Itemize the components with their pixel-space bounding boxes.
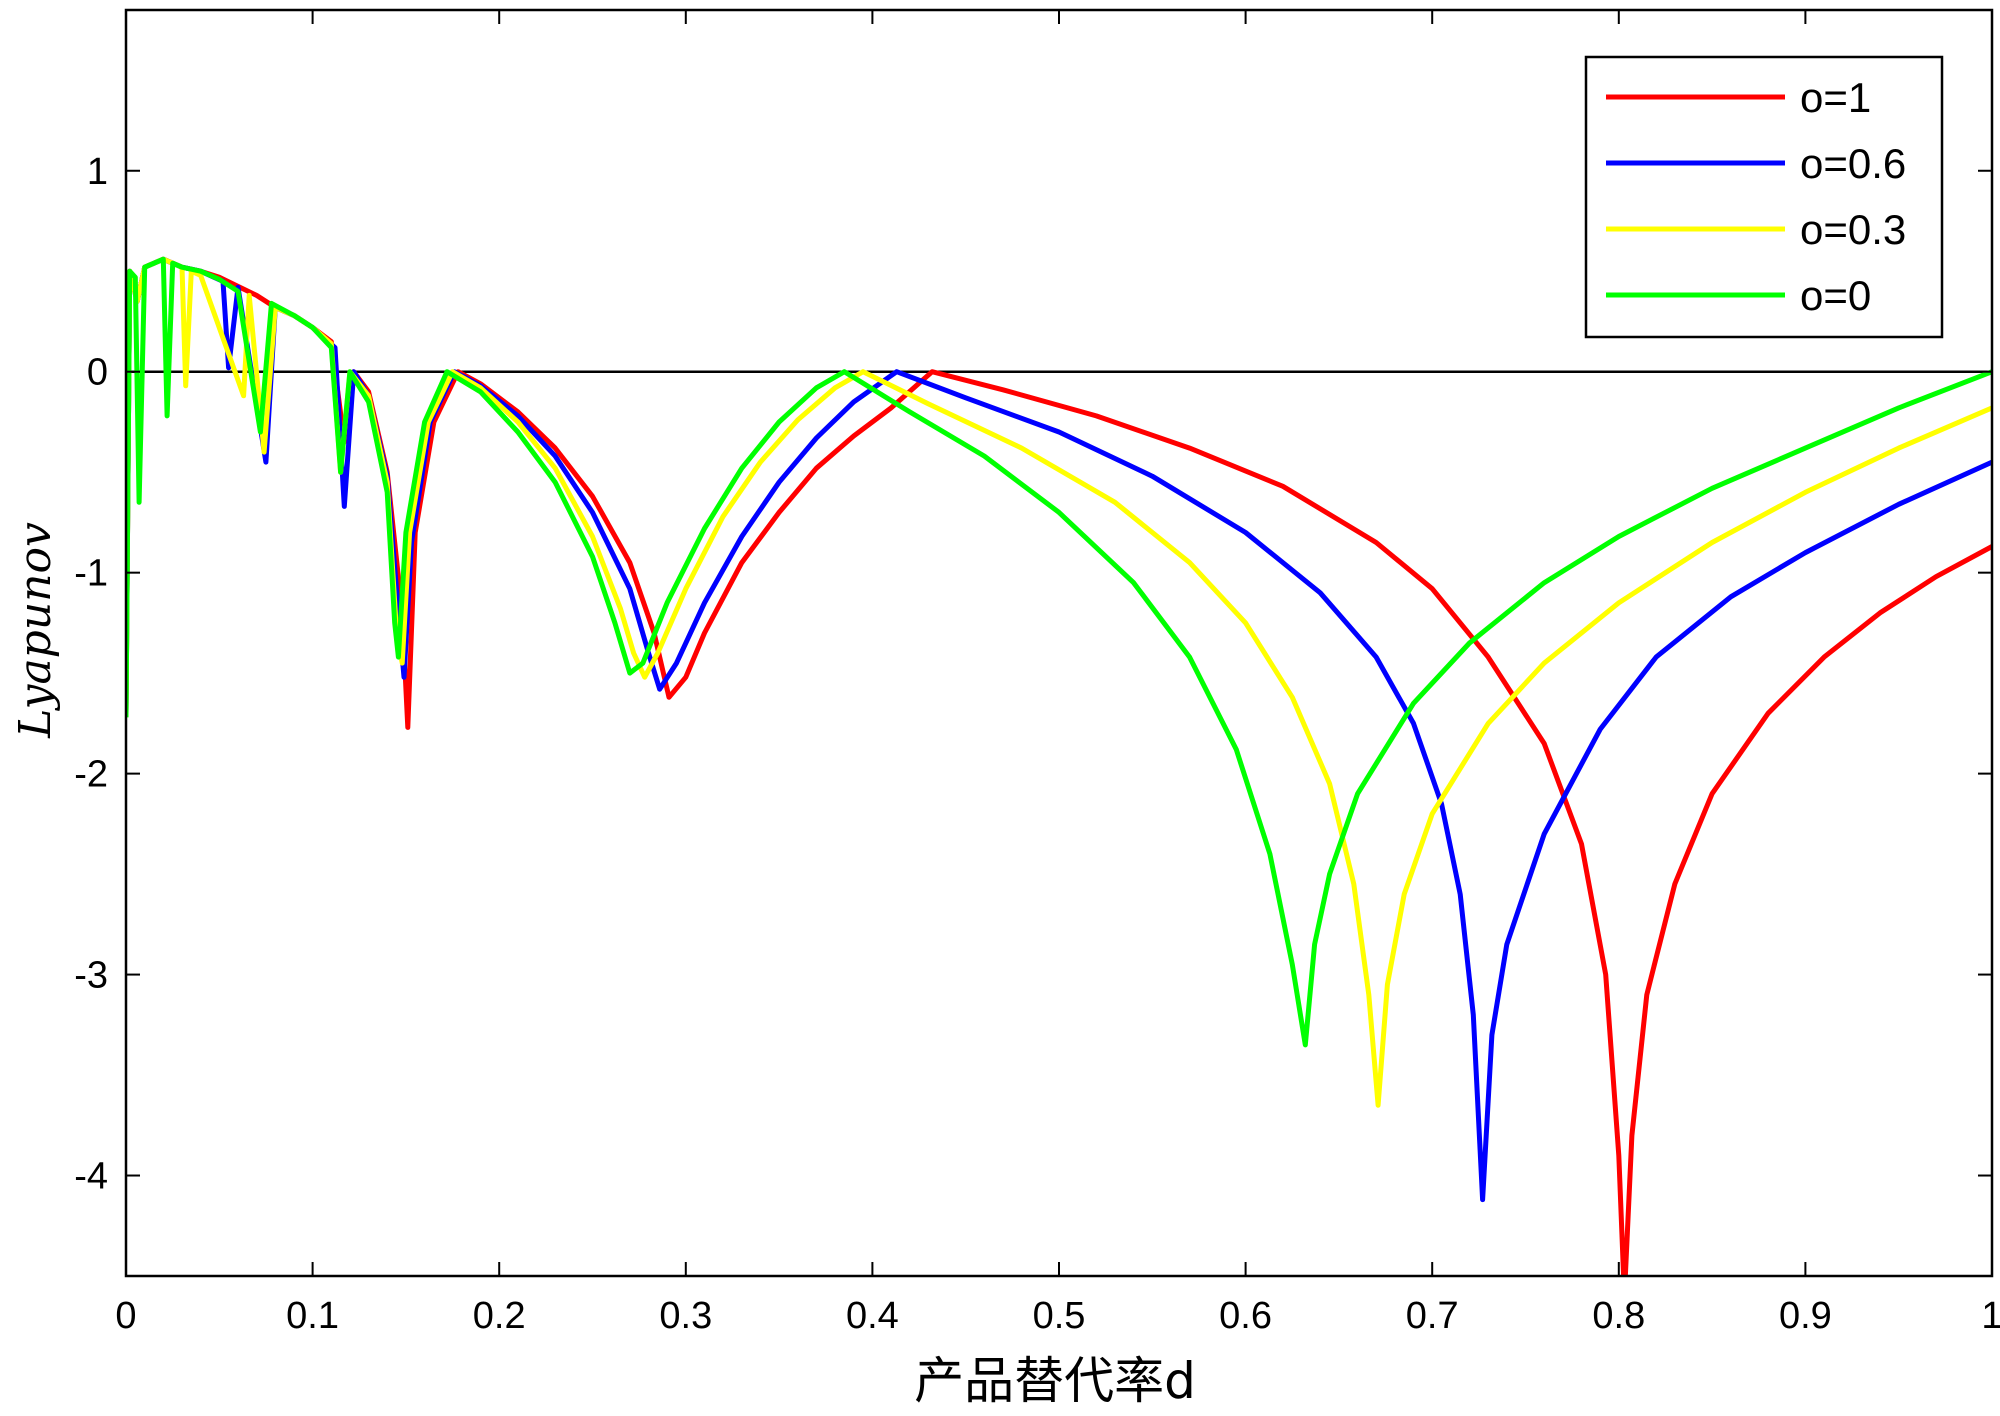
y-tick-label: -2: [74, 754, 108, 796]
y-tick-label: -4: [74, 1156, 108, 1198]
y-tick-label: -1: [74, 553, 108, 595]
y-axis-label: Lyapunov: [10, 522, 61, 739]
x-tick-label: 0.4: [846, 1295, 899, 1337]
series-layer: [126, 256, 1992, 1276]
x-tick-label: 1: [1981, 1295, 2000, 1337]
legend-item: o=0: [1606, 272, 1871, 319]
legend-box: [1584, 55, 1944, 339]
x-tick-label: 0.2: [473, 1295, 526, 1337]
x-tick-label: 0.7: [1406, 1295, 1459, 1337]
x-tick-label: 0.3: [659, 1295, 712, 1337]
x-tick-label: 0.5: [1033, 1295, 1086, 1337]
y-tick-label: 0: [87, 352, 108, 394]
legend-label: o=1: [1800, 74, 1871, 121]
x-tick-label: 0.1: [286, 1295, 339, 1337]
x-tick-labels: 0 0.1 0.2 0.3 0.4 0.5 0.6 0.7 0.8 0.9 1: [115, 1295, 2000, 1337]
legend-label: o=0: [1800, 272, 1871, 319]
series-line-3: [126, 256, 1992, 1108]
axis-ticks: [125, 10, 1993, 1276]
y-tick-label: -3: [74, 955, 108, 997]
x-tick-label: 0: [115, 1295, 136, 1337]
y-tick-labels: 1 0 -1 -2 -3 -4: [74, 151, 108, 1198]
legend-item: o=0.6: [1606, 140, 1906, 187]
series-line-4: [126, 256, 1992, 1048]
y-tick-label: 1: [87, 151, 108, 193]
legend: o=1 o=0.6 o=0.3 o=0: [1584, 55, 1944, 339]
x-tick-label: 0.6: [1219, 1295, 1272, 1337]
x-tick-label: 0.9: [1779, 1295, 1832, 1337]
x-tick-label: 0.8: [1592, 1295, 1645, 1337]
legend-item: o=1: [1606, 74, 1871, 121]
x-axis-label: 产品替代率d: [914, 1352, 1196, 1410]
legend-label: o=0.6: [1800, 140, 1906, 187]
legend-label: o=0.3: [1800, 206, 1906, 253]
legend-item: o=0.3: [1606, 206, 1906, 253]
